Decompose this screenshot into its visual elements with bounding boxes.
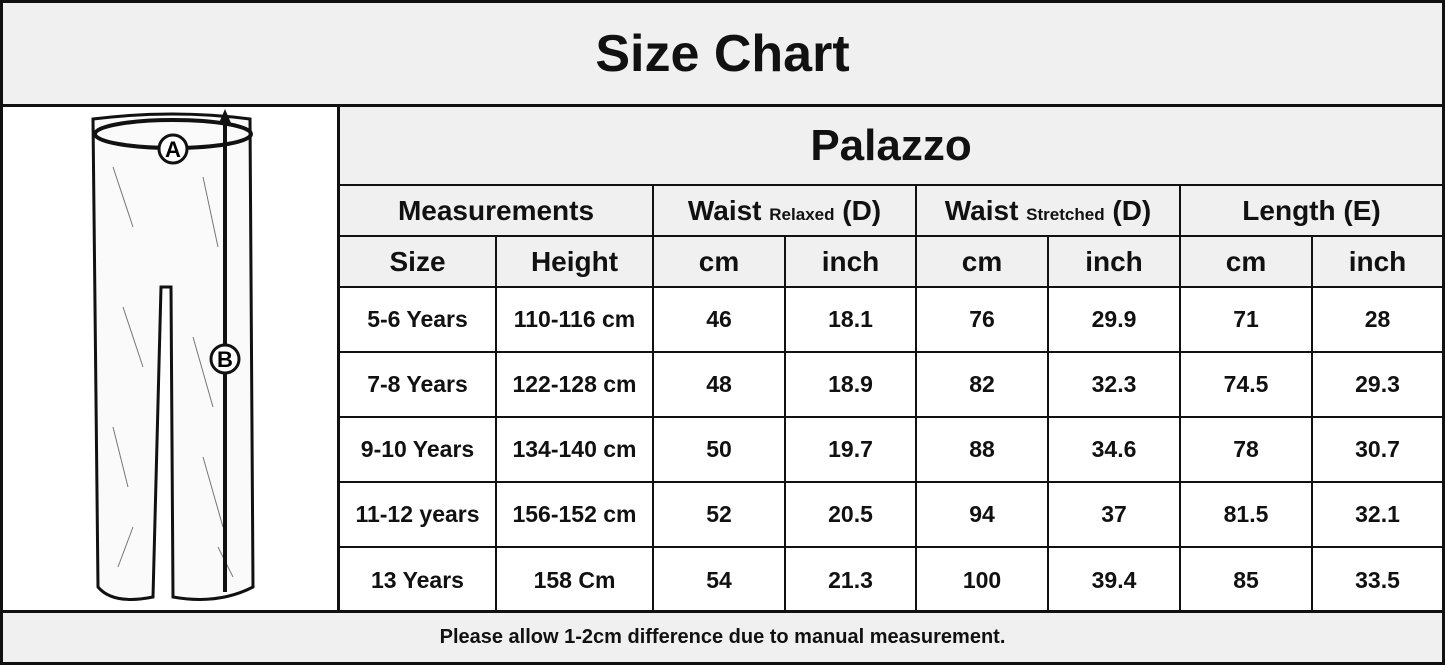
table-cell: 158 Cm [495,546,654,612]
table-cell: 21.3 [784,546,917,612]
table-row: 5-6 Years 110-116 cm 46 18.1 76 29.9 71 28 [340,286,1443,353]
header-size: Size [340,235,497,287]
table-cell: 34.6 [1047,416,1181,483]
table-cell: 18.1 [784,286,917,353]
table-cell: 19.7 [784,416,917,483]
table-cell: 33.5 [1310,546,1443,612]
header-waist-relaxed: Waist Relaxed (D) [652,184,917,237]
table-cell: 94 [915,481,1049,548]
table-cell: 54 [652,546,786,612]
size-table: Palazzo Measurements Waist Relaxed (D) W… [340,107,1443,612]
table-cell: 29.9 [1047,286,1181,353]
table-cell: 71 [1179,286,1313,353]
page-title: Size Chart [3,3,1442,107]
table-cell: 85 [1179,546,1313,612]
table-cell: 28 [1310,286,1443,353]
table-cell: 48 [652,351,786,418]
table-row: 11-12 years 156-152 cm 52 20.5 94 37 81.5 32.1 [340,481,1443,548]
marker-b: B [217,347,233,372]
table-row: 7-8 Years 122-128 cm 48 18.9 82 32.3 74.5 29.3 [340,351,1443,418]
header-cm: cm [652,235,786,287]
header-height: Height [495,235,654,287]
table-cell: 29.3 [1310,351,1443,418]
header-waist-stretched: Waist Stretched (D) [915,184,1181,237]
table-cell: 20.5 [784,481,917,548]
footer-note: Please allow 1-2cm difference due to man… [3,610,1442,662]
table-cell: 122-128 cm [495,351,654,418]
table-cell: 32.1 [1310,481,1443,548]
table-cell: 134-140 cm [495,416,654,483]
table-cell: 13 Years [340,546,497,612]
table-cell: 156-152 cm [495,481,654,548]
table-cell: 11-12 years [340,481,497,548]
table-cell: 32.3 [1047,351,1181,418]
table-cell: 30.7 [1310,416,1443,483]
product-name: Palazzo [340,107,1443,186]
table-cell: 74.5 [1179,351,1313,418]
table-cell: 5-6 Years [340,286,497,353]
header-cm: cm [1179,235,1313,287]
header-length: Length (E) [1178,184,1443,237]
table-cell: 18.9 [784,351,917,418]
marker-a-icon [157,133,189,165]
header-measurements: Measurements [340,184,654,237]
table-cell: 78 [1179,416,1313,483]
table-row: 9-10 Years 134-140 cm 50 19.7 88 34.6 78 30.7 [340,416,1443,483]
header-inch: inch [784,235,917,287]
table-cell: 9-10 Years [340,416,497,483]
table-row: 13 Years 158 Cm 54 21.3 100 39.4 85 33.5 [340,546,1443,612]
table-cell: 52 [652,481,786,548]
table-cell: 39.4 [1047,546,1181,612]
table-cell: 37 [1047,481,1181,548]
header-inch: inch [1310,235,1443,287]
table-cell: 82 [915,351,1049,418]
table-cell: 7-8 Years [340,351,497,418]
table-cell: 81.5 [1179,481,1313,548]
table-cell: 50 [652,416,786,483]
header-inch: inch [1047,235,1181,287]
table-cell: 88 [915,416,1049,483]
table-cell: 110-116 cm [495,286,654,353]
pants-illustration: A B [3,107,340,610]
marker-a: A [165,137,181,162]
marker-b-icon [209,343,241,375]
table-cell: 46 [652,286,786,353]
header-cm: cm [915,235,1049,287]
table-cell: 76 [915,286,1049,353]
table-cell: 100 [915,546,1049,612]
